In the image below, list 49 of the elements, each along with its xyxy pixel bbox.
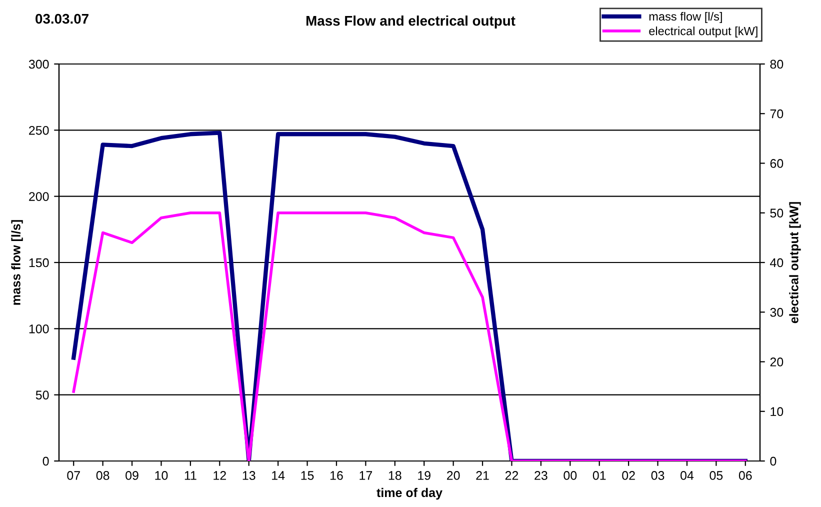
x-tick-label: 23	[534, 471, 548, 480]
text: 03.03.07	[36, 14, 88, 24]
x-tick-label: 22	[505, 471, 518, 480]
y2-tick-label: 30	[770, 308, 784, 317]
y2-tick-label: 10	[770, 407, 784, 416]
x-tick-label: 17	[360, 471, 372, 480]
x-tick-label: 08	[96, 471, 110, 480]
x-tick-label: 10	[155, 471, 168, 480]
x-tick-label: 02	[622, 471, 635, 480]
x-tick-label: 03	[651, 471, 664, 480]
y2-tick-label: 50	[770, 208, 784, 218]
x-axis-title: time of day	[376, 488, 442, 500]
x-tick-label: 20	[446, 471, 460, 480]
y-tick-label: 200	[29, 192, 49, 201]
x-tick-label: 19	[418, 471, 430, 480]
x-tick-label: 11	[184, 471, 196, 480]
y2-tick-label: 70	[770, 109, 784, 118]
y2-axis-title: electical output [kW]	[789, 202, 801, 324]
legend-label: electrical output [kW]	[649, 26, 758, 38]
y2-tick-label: 20	[770, 358, 784, 366]
y-tick-label: 150	[29, 258, 49, 268]
y-tick-label: 0	[42, 456, 49, 466]
y-tick-label: 50	[36, 390, 49, 400]
y-tick-label: 100	[29, 324, 49, 334]
y2-tick-label: 60	[770, 159, 784, 168]
x-tick-label: 04	[680, 471, 694, 480]
x-tick-label: 09	[126, 471, 138, 480]
line-series	[72, 211, 747, 461]
chart-title: Mass Flow and electrical output	[306, 16, 516, 28]
x-tick-label: 06	[738, 471, 752, 480]
x-tick-label: 14	[272, 471, 285, 480]
x-tick-label: 01	[592, 471, 606, 480]
x-tick-label: 07	[67, 471, 80, 480]
y-axis-title: mass flow [l/s]	[11, 220, 23, 305]
y2-tick-label: 80	[770, 60, 784, 69]
y-tick-label: 250	[29, 126, 49, 135]
y2-tick-label: 0	[770, 456, 776, 466]
line-series	[72, 130, 748, 461]
x-tick-label: 18	[388, 471, 402, 480]
y-tick-label: 300	[28, 60, 49, 69]
x-tick-label: 05	[710, 471, 723, 480]
x-tick-label: 16	[330, 471, 343, 480]
x-tick-label: 12	[214, 471, 226, 480]
x-tick-label: 13	[242, 471, 256, 480]
legend-label: mass flow [l/s]	[649, 12, 722, 23]
x-tick-label: 21	[476, 471, 489, 480]
y2-tick-label: 40	[770, 258, 784, 268]
x-tick-label: 15	[301, 471, 314, 480]
x-tick-label: 00	[564, 471, 577, 480]
